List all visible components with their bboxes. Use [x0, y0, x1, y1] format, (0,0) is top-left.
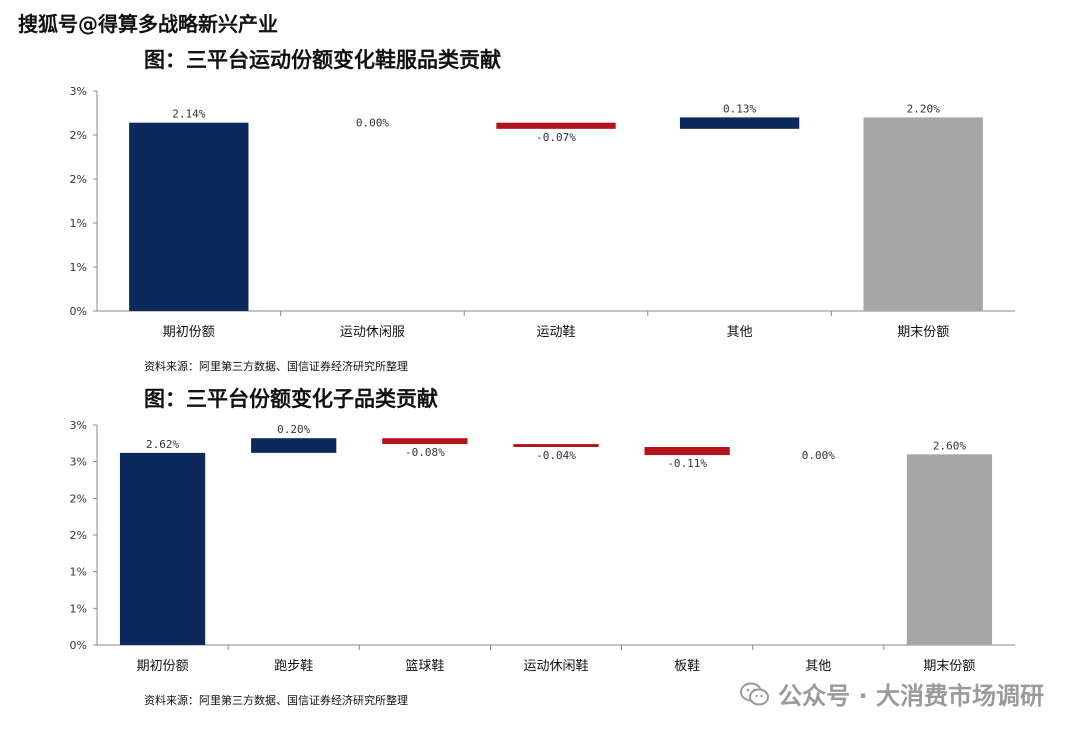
- watermark-top-text: 搜狐号@得算多战略新兴产业: [18, 12, 278, 36]
- chart1-y-tick-label: 0%: [70, 305, 87, 318]
- chart2-y-tick-label: 1%: [70, 602, 87, 615]
- chart2-data-label-6: 2.60%: [933, 439, 966, 452]
- chart2-bar-6: [906, 454, 993, 645]
- chart2-category-label-4: 板鞋: [674, 658, 700, 674]
- chart2-data-label-5: 0.00%: [802, 449, 835, 462]
- chart2-data-label-4: -0.11%: [667, 457, 707, 470]
- chart1-category-label-3: 其他: [727, 325, 753, 340]
- chart1-bar-4: [863, 117, 983, 312]
- chart1-y-tick-label: 2%: [70, 129, 87, 142]
- chart2-y-tick-label: 0%: [70, 639, 87, 652]
- chart2-plot: 0% 1% 1% 2% 2% 3% 3% 2.62% 期初份额 0.20% 跑步鞋 -0.08% 篮球鞋…: [70, 419, 1015, 674]
- chart2-category-label-6: 期末份额: [923, 659, 975, 674]
- wechat-icon: [740, 682, 770, 705]
- chart2-category-label-5: 其他: [805, 659, 831, 674]
- chart2-data-label-2: -0.08%: [405, 446, 445, 459]
- chart2-data-label-1: 0.20%: [277, 423, 310, 436]
- chart1-category-label-0: 期初份额: [163, 325, 215, 340]
- chart2-y-tick-label: 3%: [70, 456, 87, 469]
- chart2-y-tick-label: 2%: [70, 492, 87, 505]
- chart1-data-label-3: 0.13%: [723, 102, 756, 115]
- chart1-category-label-1: 运动休闲服: [340, 325, 405, 340]
- chart2-data-label-0: 2.62%: [146, 438, 179, 451]
- chart1-source: 资料来源：阿里第三方数据、国信证券经济研究所整理: [144, 360, 408, 373]
- chart2-data-label-3: -0.04%: [536, 449, 576, 462]
- chart2-y-tick-label: 1%: [70, 566, 87, 579]
- chart1-bar-3: [679, 117, 800, 129]
- chart1-category-label-4: 期末份额: [897, 325, 949, 340]
- chart1-data-label-2: -0.07%: [536, 131, 576, 144]
- chart2-title: 图：三平台份额变化子品类贡献: [144, 387, 438, 411]
- chart1-bar-2: [496, 122, 616, 129]
- chart1-data-label-1: 0.00%: [356, 117, 389, 130]
- chart2-bar-1: [251, 438, 337, 453]
- chart1-y-tick-label: 2%: [70, 173, 87, 186]
- chart2-category-label-0: 期初份额: [137, 659, 189, 674]
- chart1-category-label-2: 运动鞋: [536, 324, 575, 340]
- chart2-category-label-3: 运动休闲鞋: [523, 658, 588, 674]
- chart2-bar-3: [513, 444, 599, 447]
- chart1-y-tick-label: 3%: [70, 85, 87, 98]
- chart1-data-label-0: 2.14%: [172, 108, 205, 121]
- chart2-category-label-2: 篮球鞋: [405, 658, 444, 674]
- chart1-plot: 0% 1% 1% 2% 2% 3% 2.14% 期初份额 0.00% 运动休闲服 -0.07% 运动鞋…: [70, 85, 1015, 340]
- chart1-data-label-4: 2.20%: [907, 102, 940, 115]
- watermark-bottom-text: 公众号 · 大消费市场调研: [778, 682, 1044, 710]
- chart1-y-tick-label: 1%: [70, 261, 87, 274]
- chart1-title: 图：三平台运动份额变化鞋服品类贡献: [144, 48, 501, 72]
- chart2-bar-0: [119, 452, 206, 645]
- watermark-bottom: 公众号 · 大消费市场调研: [740, 676, 1044, 711]
- chart1-y-tick-label: 1%: [70, 217, 87, 230]
- chart2-source: 资料来源：阿里第三方数据、国信证券经济研究所整理: [144, 694, 408, 707]
- chart1-bar-0: [129, 122, 249, 312]
- chart2-category-label-1: 跑步鞋: [274, 658, 313, 674]
- chart2-bar-2: [382, 438, 468, 445]
- chart2-y-tick-label: 2%: [70, 529, 87, 542]
- chart2-bar-4: [644, 447, 730, 456]
- chart2-y-tick-label: 3%: [70, 419, 87, 432]
